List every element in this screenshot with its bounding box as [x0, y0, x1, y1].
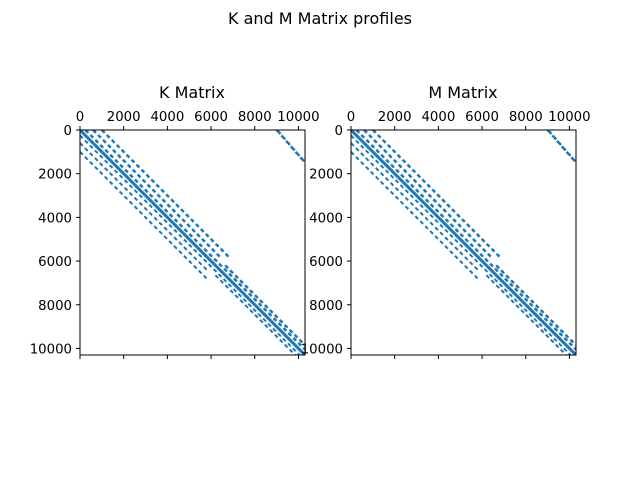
y-tick-label: 6000	[309, 255, 343, 270]
off-diagonal-segment-0-2	[556, 140, 562, 146]
k-matrix-axes: 0 2000 4000 6000 8000 10000 0 2000 4000 6000 8000 1…	[30, 110, 320, 359]
diagonal-band-upper-2	[92, 130, 221, 258]
diagonal-band-upper-0	[351, 130, 576, 355]
axes-frame	[79, 129, 306, 356]
x-tick-label: 6000	[465, 110, 499, 125]
k-matrix-title: K Matrix	[159, 83, 225, 102]
diagonal-band-lower-4	[485, 274, 567, 355]
y-tick-label: 0	[64, 124, 72, 139]
diagonal-band-lower-2	[351, 142, 479, 271]
y-tick-label: 2000	[309, 168, 343, 183]
off-diagonal-segment-0-0	[546, 130, 553, 135]
diagonal-band-upper-4	[224, 264, 305, 347]
off-diagonal-segment-0-2	[285, 140, 291, 146]
off-diagonal-segment-0-5	[299, 156, 305, 163]
diagonal-band-lower-3	[80, 151, 208, 280]
diagonal-band-upper-1	[355, 130, 576, 351]
y-tick-label: 10000	[30, 342, 72, 357]
x-tick-label: 4000	[150, 110, 184, 125]
y-tick-label: 10000	[301, 342, 343, 357]
x-tick-label: 8000	[238, 110, 272, 125]
k-matrix-panel: K Matrix 0 2000 4000 6000 8000 10000 0 2000 4000…	[30, 83, 320, 359]
off-diagonal-segment-0-3	[289, 145, 296, 152]
diagonal-band-upper-3	[371, 130, 501, 258]
y-tick-label: 2000	[38, 168, 72, 183]
off-diagonal-segment-0-1	[551, 134, 558, 141]
x-tick-label: 0	[76, 110, 84, 125]
x-tick-label: 2000	[378, 110, 412, 125]
y-tick-label: 6000	[38, 255, 72, 270]
x-tick-label: 6000	[194, 110, 228, 125]
diagonal-band-upper-0	[80, 130, 305, 355]
diagonal-band-lower-3	[351, 151, 479, 280]
axes-frame	[350, 129, 577, 356]
diagonal-band-lower-1	[351, 134, 572, 355]
off-diagonal-segment-0-4	[565, 150, 572, 157]
y-tick-label: 4000	[38, 211, 72, 226]
x-tick-label: 4000	[421, 110, 455, 125]
diagonal-band-lower-1	[80, 134, 301, 355]
diagonal-band-lower-2	[80, 142, 208, 271]
y-tick-label: 8000	[309, 299, 343, 314]
off-diagonal-segment-0-3	[560, 145, 567, 152]
x-tick-label: 2000	[107, 110, 141, 125]
figure-title: K and M Matrix profiles	[228, 9, 412, 28]
k-matrix-marks	[80, 130, 305, 355]
off-diagonal-segment-0-0	[275, 130, 282, 135]
diagonal-band-upper-3	[100, 130, 230, 258]
x-tick-label: 8000	[509, 110, 543, 125]
x-tick-label: 10000	[277, 110, 319, 125]
m-matrix-panel: M Matrix 0 2000 4000 6000 8000 10000 0 2000 4000…	[301, 83, 591, 359]
off-diagonal-segment-0-1	[280, 134, 287, 141]
m-matrix-marks	[351, 130, 576, 355]
diagonal-band-upper-4	[495, 264, 576, 347]
m-matrix-axes: 0 2000 4000 6000 8000 10000 0 2000 4000 6000 8000 1…	[301, 110, 591, 359]
y-tick-label: 8000	[38, 299, 72, 314]
y-tick-label: 0	[335, 124, 343, 139]
off-diagonal-segment-0-4	[294, 150, 301, 157]
m-matrix-title: M Matrix	[428, 83, 497, 102]
diagonal-band-upper-1	[84, 130, 305, 351]
x-tick-label: 10000	[548, 110, 590, 125]
diagonal-band-lower-4	[214, 274, 296, 355]
x-tick-label: 0	[347, 110, 355, 125]
y-tick-label: 4000	[309, 211, 343, 226]
off-diagonal-segment-0-5	[570, 156, 576, 163]
diagonal-band-upper-2	[363, 130, 492, 258]
